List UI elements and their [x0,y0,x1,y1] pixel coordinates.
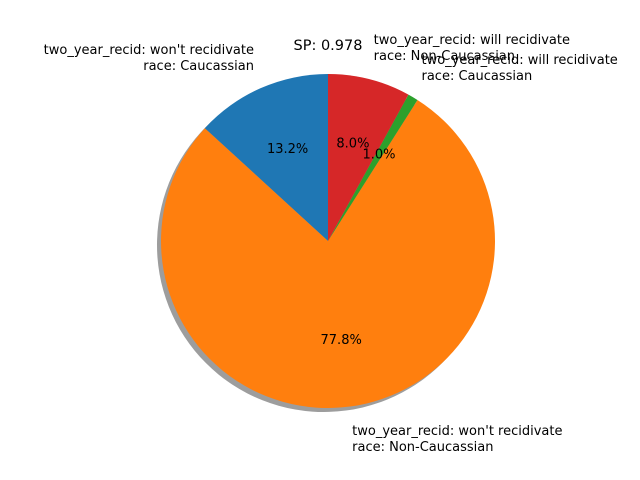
slice-1-percent-label: 13.2% [267,142,308,157]
slice-2-percent-label: 77.8% [321,333,362,348]
slice-4-percent-label: 8.0% [336,136,369,151]
slice-3-category-label: two_year_recid: will recidivate race: Cau… [422,53,618,84]
slice-3-wedge [328,94,418,241]
slice-4-wedge [328,74,409,241]
slice-3-percent-label: 1.0% [362,147,395,162]
slice-2-category-label: two_year_recid: won't recidivate race: No… [352,424,562,455]
slice-1-category-label: two_year_recid: won't recidivate race: Ca… [44,43,254,74]
pie-slices [161,74,496,408]
pie-labels: 13.2% two_year_recid: won't recidivate rac… [44,33,618,455]
slice-2-wedge [161,99,496,408]
slice-4-category-label: two_year_recid: will recidivate race: Non… [374,33,570,64]
slice-1-wedge [204,74,328,241]
chart-title: SP: 0.978 [294,38,363,54]
